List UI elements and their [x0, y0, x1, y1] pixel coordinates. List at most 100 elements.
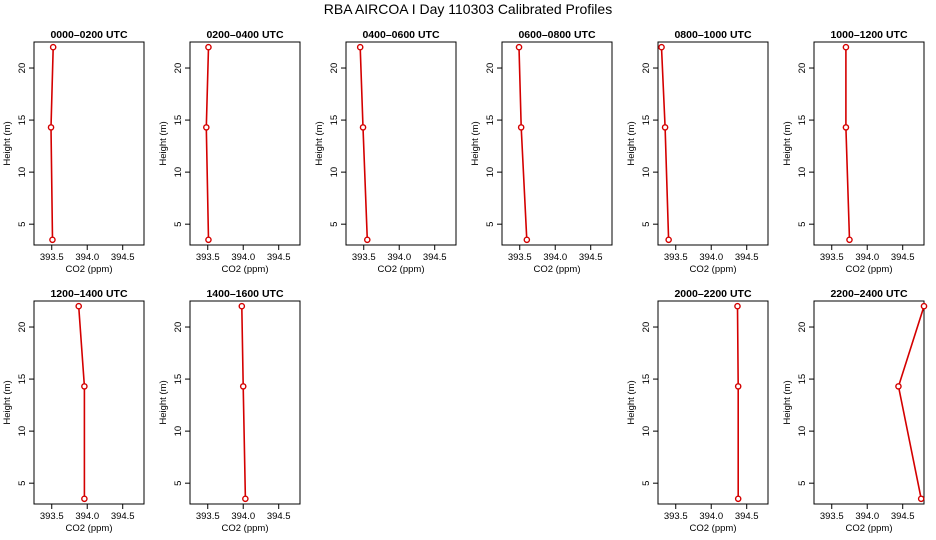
x-tick-label: 394.0: [75, 511, 99, 522]
data-point: [203, 124, 210, 131]
y-axis-label: Height (m): [782, 121, 793, 165]
y-tick-label: 20: [641, 322, 652, 333]
plot-frame: [501, 41, 613, 246]
y-tick-label: 5: [173, 222, 184, 227]
data-point: [523, 236, 531, 244]
data-point: [842, 43, 850, 51]
y-tick-label: 15: [641, 115, 652, 126]
data-point: [515, 43, 523, 51]
y-tick-label: 15: [641, 374, 652, 385]
y-tick-label: 20: [173, 63, 184, 74]
y-tick-label: 5: [641, 481, 652, 486]
y-tick-label: 5: [17, 222, 28, 227]
x-axis: 393.5 394.0 394.5: [664, 504, 759, 522]
x-tick-label: 394.5: [735, 511, 759, 522]
y-axis: 5 10 15 20: [485, 63, 502, 227]
x-tick-label: 394.5: [423, 252, 447, 263]
x-axis-label: CO2 (ppm): [222, 523, 269, 534]
x-tick-label: 394.0: [75, 252, 99, 263]
panel-title: 2000–2200 UTC: [674, 288, 751, 300]
y-tick-label: 10: [485, 167, 496, 178]
y-tick-label: 20: [797, 63, 808, 74]
y-tick-label: 15: [173, 374, 184, 385]
x-tick-label: 394.5: [579, 252, 603, 263]
x-axis-label: CO2 (ppm): [690, 264, 737, 275]
x-tick-label: 394.0: [699, 511, 723, 522]
data-point: [49, 43, 57, 51]
y-tick-label: 15: [173, 115, 184, 126]
x-tick-label: 394.0: [699, 252, 723, 263]
data-point: [75, 302, 83, 310]
x-tick-label: 393.5: [664, 252, 688, 263]
y-tick-label: 5: [17, 481, 28, 486]
y-axis-label: Height (m): [314, 121, 325, 165]
series-line: [50, 47, 54, 240]
x-tick-label: 394.5: [891, 511, 915, 522]
x-axis-label: CO2 (ppm): [222, 264, 269, 275]
x-tick-label: 393.5: [196, 511, 220, 522]
data-point: [47, 124, 55, 131]
data-point: [239, 383, 247, 390]
y-tick-label: 20: [329, 63, 340, 74]
x-tick-label: 393.5: [196, 252, 220, 263]
series-line: [518, 47, 528, 240]
data-point: [81, 495, 88, 503]
x-tick-label: 394.5: [267, 511, 291, 522]
x-axis-label: CO2 (ppm): [846, 264, 893, 275]
y-tick-label: 10: [797, 167, 808, 178]
y-tick-label: 20: [485, 63, 496, 74]
x-axis-label: CO2 (ppm): [690, 523, 737, 534]
x-tick-label: 393.5: [820, 252, 844, 263]
panel-title: 0000–0200 UTC: [50, 29, 127, 41]
y-tick-label: 5: [797, 222, 808, 227]
x-tick-label: 393.5: [820, 511, 844, 522]
y-tick-label: 15: [797, 374, 808, 385]
data-point: [734, 302, 741, 310]
data-point: [49, 236, 56, 244]
x-tick-label: 394.5: [111, 252, 135, 263]
y-axis: 5 10 15 20: [173, 63, 190, 227]
data-point: [359, 124, 367, 131]
x-tick-label: 394.0: [855, 511, 879, 522]
x-tick-label: 394.0: [231, 511, 255, 522]
x-tick-label: 393.5: [40, 252, 64, 263]
data-point: [665, 236, 672, 244]
x-tick-label: 394.5: [891, 252, 915, 263]
y-tick-label: 10: [797, 426, 808, 437]
figure-title: RBA AIRCOA I Day 110303 Calibrated Profi…: [324, 1, 612, 17]
x-tick-label: 393.5: [352, 252, 376, 263]
x-tick-label: 393.5: [40, 511, 64, 522]
x-axis: 393.5 394.0 394.5: [820, 245, 915, 263]
data-point: [895, 383, 902, 390]
x-tick-label: 394.0: [855, 252, 879, 263]
y-tick-label: 10: [173, 167, 184, 178]
x-axis: 393.5 394.0 394.5: [508, 245, 603, 263]
x-tick-label: 393.5: [664, 511, 688, 522]
plot-frame: [813, 300, 925, 505]
y-axis: 5 10 15 20: [17, 63, 34, 227]
x-axis: 393.5 394.0 394.5: [352, 245, 447, 263]
data-point: [846, 236, 853, 244]
series-line: [660, 47, 670, 240]
x-axis-label: CO2 (ppm): [534, 264, 581, 275]
y-tick-label: 15: [17, 374, 28, 385]
plot-frame: [189, 300, 301, 505]
x-axis-label: CO2 (ppm): [66, 264, 113, 275]
x-tick-label: 394.5: [111, 511, 135, 522]
data-point: [920, 302, 928, 310]
y-axis-label: Height (m): [2, 380, 13, 424]
series-line: [845, 47, 851, 240]
y-axis: 5 10 15 20: [641, 322, 658, 486]
y-tick-label: 20: [17, 63, 28, 74]
data-point: [517, 124, 525, 131]
x-axis-label: CO2 (ppm): [66, 523, 113, 534]
data-point: [238, 302, 246, 310]
